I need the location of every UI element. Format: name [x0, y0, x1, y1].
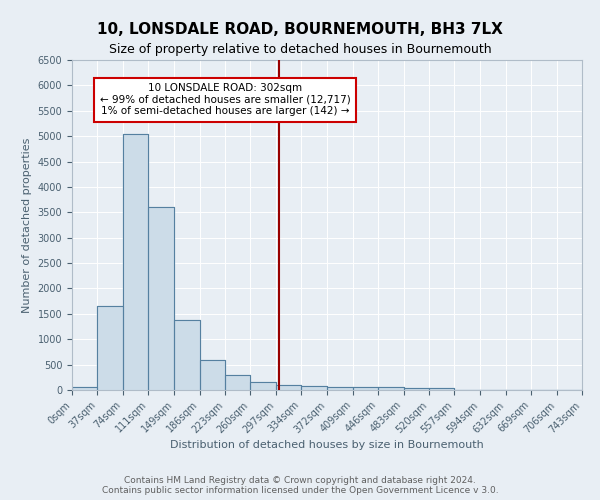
Y-axis label: Number of detached properties: Number of detached properties: [22, 138, 32, 312]
Text: Size of property relative to detached houses in Bournemouth: Size of property relative to detached ho…: [109, 42, 491, 56]
Text: 10, LONSDALE ROAD, BOURNEMOUTH, BH3 7LX: 10, LONSDALE ROAD, BOURNEMOUTH, BH3 7LX: [97, 22, 503, 38]
Text: Contains HM Land Registry data © Crown copyright and database right 2024.
Contai: Contains HM Land Registry data © Crown c…: [101, 476, 499, 495]
Text: 10 LONSDALE ROAD: 302sqm
← 99% of detached houses are smaller (12,717)
1% of sem: 10 LONSDALE ROAD: 302sqm ← 99% of detach…: [100, 83, 350, 116]
X-axis label: Distribution of detached houses by size in Bournemouth: Distribution of detached houses by size …: [170, 440, 484, 450]
